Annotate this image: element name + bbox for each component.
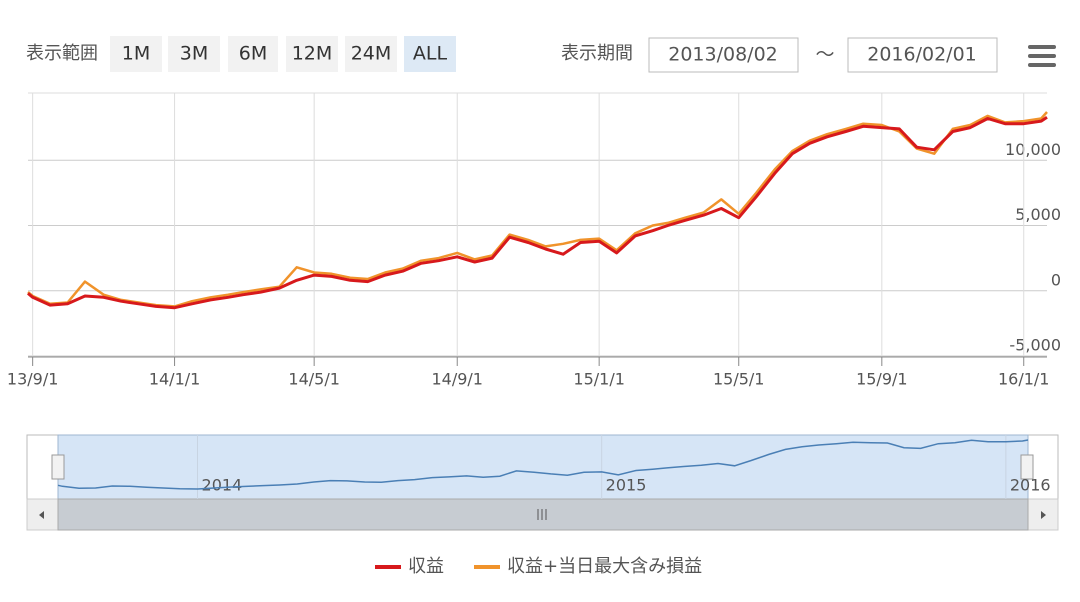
x-tick-label: 15/9/1: [856, 370, 908, 389]
range-button-label: 24M: [351, 43, 392, 65]
scroll-right-arrow[interactable]: [1041, 511, 1046, 519]
legend-item[interactable]: 収益+当日最大含み損益: [474, 556, 702, 577]
range-button-label: 3M: [180, 43, 208, 65]
range-button-label: 6M: [239, 43, 267, 65]
menu-bar: [1028, 45, 1056, 49]
legend-label: 収益+当日最大含み損益: [507, 556, 702, 577]
period-label: 表示期間: [561, 43, 633, 64]
legend: 収益 収益+当日最大含み損益: [375, 556, 702, 577]
navigator-tick-label: 2016: [1010, 476, 1051, 495]
period-separator: ～: [815, 44, 834, 66]
range-button-bg: [286, 36, 338, 72]
range-button-label: 12M: [292, 43, 333, 65]
menu-bar: [1028, 63, 1056, 67]
range-button[interactable]: ALL: [404, 36, 456, 72]
period-to-text: 2016/02/01: [867, 44, 977, 66]
menu-bar: [1028, 54, 1056, 58]
series-line: [27, 111, 1048, 308]
x-tick-label: 15/1/1: [573, 370, 625, 389]
x-tick-label: 16/1/1: [998, 370, 1050, 389]
period-from-text: 2013/08/02: [668, 44, 778, 66]
scrollbar-grip: [537, 509, 547, 520]
navigator-tick-label: 2014: [202, 476, 243, 495]
y-tick-label: -5,000: [1009, 336, 1061, 355]
range-button-bg: [110, 36, 162, 72]
scroll-left-arrow[interactable]: [39, 511, 44, 519]
range-button-label: 1M: [122, 43, 150, 65]
range-button[interactable]: 6M: [228, 36, 278, 72]
y-tick-label: 5,000: [1015, 205, 1061, 224]
plot-area: -5,000 0 5,000 10,000 13/9/1 14/1/1 14/5/1 14/9…: [7, 93, 1061, 389]
range-button-label: ALL: [413, 43, 448, 65]
navigator-handle-left[interactable]: [51, 454, 65, 480]
x-tick-label: 14/1/1: [149, 370, 201, 389]
range-button-bg: [168, 36, 220, 72]
period-to-input[interactable]: [847, 37, 998, 73]
x-tick-label: 14/9/1: [431, 370, 483, 389]
x-tick-label: 14/5/1: [288, 370, 340, 389]
range-button-bg: [228, 36, 278, 72]
navigator-line: [57, 439, 1029, 490]
scrollbar-thumb[interactable]: [57, 498, 1029, 531]
menu-button[interactable]: [1028, 45, 1056, 67]
period-from-input[interactable]: [648, 37, 799, 73]
legend-label: 収益: [408, 556, 444, 577]
range-button[interactable]: 3M: [168, 36, 220, 72]
range-button[interactable]: 12M: [286, 36, 338, 72]
legend-item[interactable]: 収益: [375, 556, 444, 577]
x-tick-label: 13/9/1: [7, 370, 59, 389]
y-tick-label: 0: [1051, 270, 1061, 289]
y-tick-label: 10,000: [1005, 140, 1061, 159]
range-label: 表示範囲: [26, 43, 98, 64]
navigator-handle-right[interactable]: [1020, 454, 1034, 480]
range-button[interactable]: 24M: [345, 36, 397, 72]
range-button-bg: [404, 36, 456, 72]
range-buttons: 1M 3M 6M 12M 24M ALL: [110, 36, 456, 72]
series-line: [27, 115, 1048, 310]
range-button-bg: [345, 36, 397, 72]
range-button[interactable]: 1M: [110, 36, 162, 72]
x-tick-label: 15/5/1: [713, 370, 765, 389]
navigator-tick-label: 2015: [606, 476, 647, 495]
